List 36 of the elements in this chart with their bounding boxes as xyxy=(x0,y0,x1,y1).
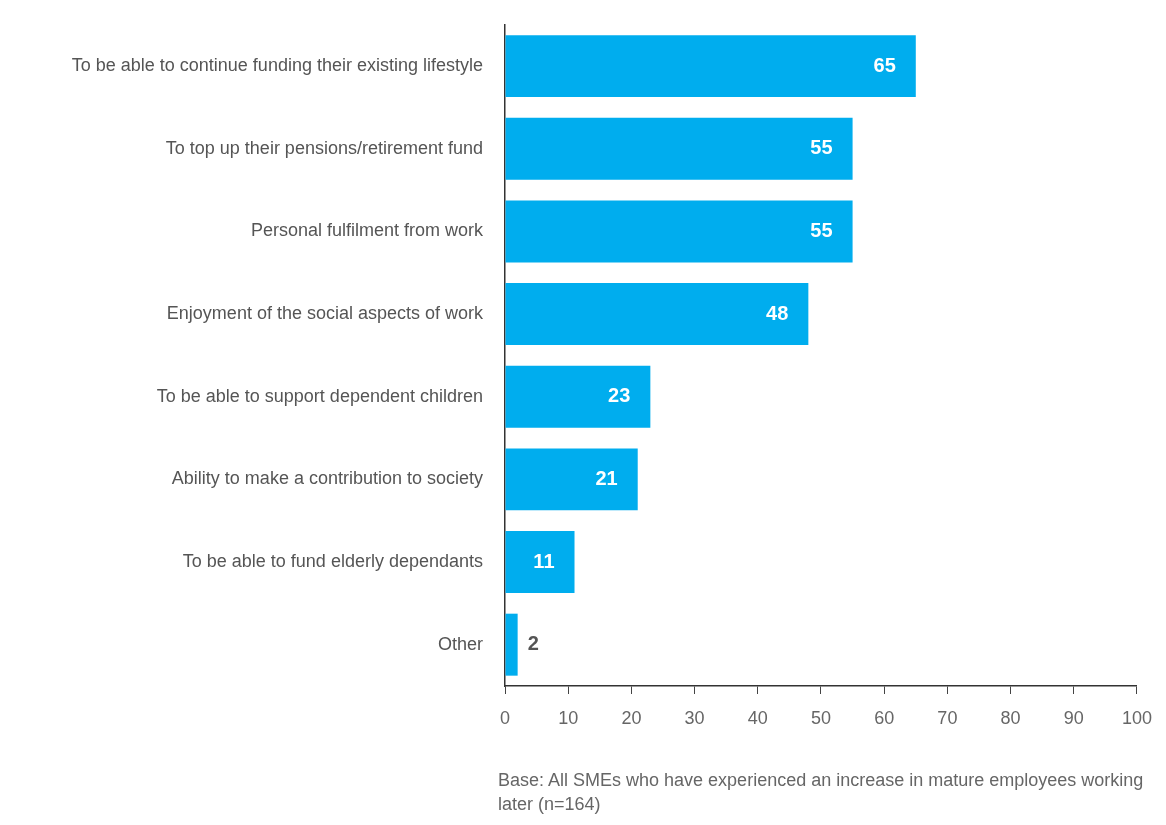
x-tick-label: 10 xyxy=(558,707,579,728)
x-tick-label: 50 xyxy=(810,707,832,728)
data-label: 2 xyxy=(527,632,539,655)
y-tick-label: To top up their pensions/retirement fund xyxy=(165,137,483,158)
bar xyxy=(505,35,916,98)
y-tick-label: Personal fulfilment from work xyxy=(250,220,484,241)
x-tick-label: 20 xyxy=(621,707,642,728)
y-tick-label: Enjoyment of the social aspects of work xyxy=(166,303,484,324)
data-label: 55 xyxy=(810,218,833,241)
data-label: 11 xyxy=(533,549,555,572)
data-label: 65 xyxy=(873,53,896,76)
bar xyxy=(505,448,638,511)
data-label: 48 xyxy=(766,301,789,324)
y-tick-label: To be able to support dependent children xyxy=(156,385,483,406)
y-tick-label: Other xyxy=(437,633,483,654)
bar xyxy=(505,200,853,263)
bar xyxy=(505,283,809,346)
bar xyxy=(505,613,518,676)
x-tick-label: 80 xyxy=(1000,707,1021,728)
data-label: 23 xyxy=(608,384,631,407)
x-tick-label: 30 xyxy=(684,707,705,728)
x-tick-label: 90 xyxy=(1063,707,1084,728)
bar xyxy=(505,531,575,594)
data-label: 55 xyxy=(810,136,833,159)
x-tick-label: 100 xyxy=(1121,707,1153,728)
text: Base: All SMEs who have experienced an increase in mature employees working later (n=164) xyxy=(498,769,1145,817)
y-tick-label: Ability to make a contribution to society xyxy=(171,468,483,489)
x-tick-label: 60 xyxy=(874,707,895,728)
bar xyxy=(505,365,651,428)
bar xyxy=(505,117,853,180)
y-tick-label: To be able to fund elderly dependants xyxy=(182,550,483,571)
y-tick-label: To be able to continue funding their existing lifestyle xyxy=(71,55,483,76)
x-tick-label: 0 xyxy=(499,707,511,728)
x-tick-label: 40 xyxy=(747,707,768,728)
data-label: 21 xyxy=(595,466,618,489)
x-tick-label: 70 xyxy=(937,707,958,728)
